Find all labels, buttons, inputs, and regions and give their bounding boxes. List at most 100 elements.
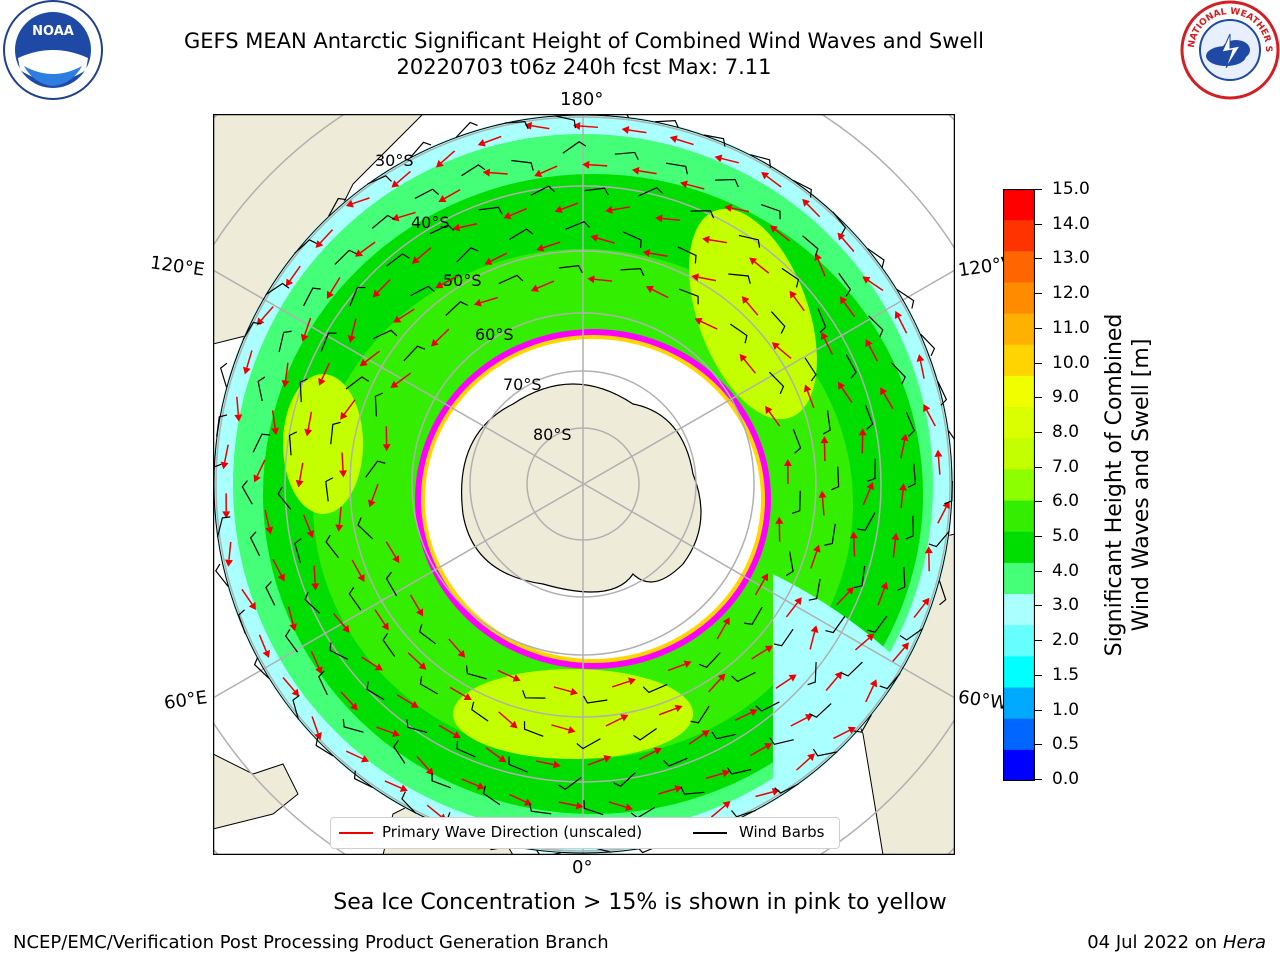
wave-arrow: [536, 280, 555, 289]
wave-arrow-head: [430, 338, 439, 347]
wave-arrow-head: [567, 725, 576, 734]
wave-arrow: [919, 360, 925, 379]
wave-arrow: [271, 410, 276, 429]
wave-arrow: [461, 778, 479, 787]
wave-arrow: [817, 259, 826, 277]
wave-arrow: [716, 622, 727, 640]
wave-arrow-head: [916, 354, 925, 362]
wave-arrow-head: [304, 428, 313, 437]
wind-barb: [385, 571, 398, 597]
wave-arrow: [289, 265, 301, 282]
legend-barb-swatch: [693, 832, 727, 834]
wave-arrow: [484, 135, 502, 144]
wave-arrow-head: [509, 720, 518, 729]
colorbar-tick-label: 0.5: [1052, 734, 1080, 755]
wind-barb: [731, 809, 756, 818]
wave-arrow: [395, 372, 411, 385]
wind-barb: [817, 308, 827, 333]
wind-barb: [299, 378, 308, 403]
wave-arrow: [284, 362, 289, 381]
wind-barb: [638, 186, 663, 197]
wind-barb: [613, 772, 636, 787]
wind-barb: [665, 162, 688, 175]
wave-arrow: [364, 350, 381, 363]
colorbar-cell: [1003, 718, 1035, 751]
wave-arrow-head: [281, 380, 290, 388]
wave-arrow-head: [739, 353, 748, 362]
wave-direction-arrows: [220, 121, 950, 843]
wind-barb: [832, 211, 847, 235]
wave-arrow-head: [339, 470, 348, 478]
colorbar-tick-label: 15.0: [1052, 179, 1090, 199]
wind-barb: [773, 628, 794, 647]
wind-barb: [429, 224, 455, 235]
wind-barb: [633, 728, 657, 741]
wave-arrow-head: [691, 273, 699, 282]
wave-arrow: [256, 459, 266, 477]
wave-arrow: [343, 399, 356, 415]
colorbar-tick-mark: [1035, 501, 1042, 503]
wind-barb: [769, 737, 794, 745]
wave-arrow: [854, 637, 870, 651]
wind-barb: [583, 695, 608, 704]
wave-arrow: [611, 206, 630, 211]
wind-barb: [565, 220, 591, 230]
wave-arrow-head: [476, 782, 485, 790]
wave-arrow: [426, 804, 442, 818]
wind-barb: [482, 785, 501, 806]
wave-arrow: [333, 613, 346, 628]
wave-arrow: [396, 694, 414, 705]
wind-barb: [257, 376, 266, 402]
legend-barb-label: Wind Barbs: [739, 823, 825, 841]
wave-arrow: [448, 638, 462, 653]
wave-arrow: [435, 328, 450, 343]
wave-arrow: [360, 241, 376, 254]
wave-arrow: [806, 203, 821, 218]
wind-barb: [703, 134, 726, 147]
wind-barb: [677, 246, 697, 264]
colorbar-cell: [1003, 562, 1035, 595]
wave-arrow-head: [315, 666, 323, 675]
wind-barb: [456, 740, 476, 758]
wind-barb: [840, 661, 863, 677]
wind-barb: [461, 164, 486, 177]
colorbar-tick-label: 5.0: [1052, 526, 1080, 547]
wave-arrow-head: [248, 601, 257, 610]
wave-arrow-head: [277, 573, 285, 582]
wave-arrow: [825, 676, 839, 692]
wave-arrow: [558, 801, 577, 807]
wind-barb: [879, 672, 901, 690]
wave-arrow: [579, 125, 599, 129]
wave-arrow: [900, 440, 906, 459]
colorbar-tick-label: 6.0: [1052, 491, 1080, 512]
colorbar-cell: [1003, 407, 1035, 439]
wind-barb: [812, 748, 838, 757]
wave-arrow-head: [390, 380, 399, 388]
wind-barb: [382, 633, 396, 657]
wave-arrow-head: [891, 532, 900, 541]
wave-arrow: [384, 780, 402, 789]
wave-arrow-head: [234, 414, 243, 422]
wave-arrow-head: [724, 204, 733, 212]
wave-arrow: [821, 497, 825, 516]
wave-arrow-head: [818, 490, 827, 498]
colorbar-cell: [1003, 749, 1035, 781]
wind-barb: [690, 210, 715, 219]
wave-arrow-head: [722, 769, 730, 778]
legend-wave-swatch: [339, 832, 373, 834]
wave-arrow-head: [680, 180, 688, 189]
sea-ice-note: Sea Ice Concentration > 15% is shown in …: [333, 890, 947, 915]
wave-arrow: [444, 188, 461, 200]
wind-barb: [865, 405, 874, 430]
wave-arrow-head: [315, 240, 324, 248]
wave-arrow: [883, 392, 894, 410]
wave-arrow-head: [342, 624, 350, 633]
wind-barb: [905, 515, 914, 540]
wind-barb: [731, 671, 756, 683]
wind-barb: [554, 115, 577, 129]
wave-arrow-head: [942, 501, 950, 510]
wave-arrow: [540, 165, 558, 174]
wave-arrow: [438, 724, 456, 736]
wave-arrow-head: [869, 679, 878, 688]
wave-arrow-head: [804, 714, 814, 722]
